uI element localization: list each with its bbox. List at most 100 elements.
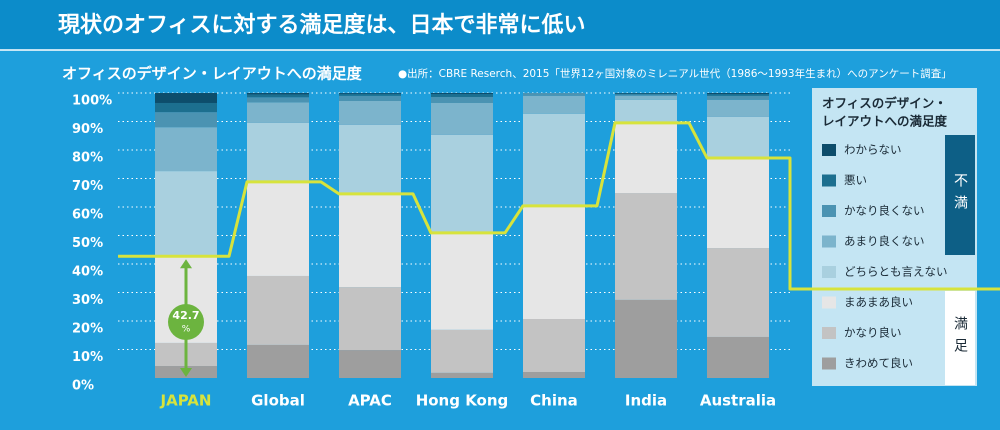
x-tick-label: China [530,392,578,410]
bar-segment [339,287,401,351]
legend-title: レイアウトへの満足度 [822,114,948,129]
legend-label: どちらとも言えない [844,265,948,279]
legend-label: かなり良い [844,326,902,340]
legend-swatch [822,296,836,309]
source: ●出所：CBRE Reserch、2015「世界12ヶ国対象のミレニアル世代（1… [398,67,952,80]
bar-segment [523,319,585,373]
bar-segment [431,96,493,103]
bar-segment [707,336,769,378]
legend-swatch [822,174,836,187]
bar-segment [155,127,217,172]
legend-label: まあまあ良い [844,295,913,309]
bar-segment [247,122,309,182]
bar-segment [523,205,585,320]
legend-swatch [822,357,836,370]
y-tick-label: 80% [72,151,103,166]
bar-segment [615,299,677,378]
bar-segment [523,113,585,206]
bar-segment [247,275,309,345]
header-band [0,0,1000,50]
bar-segment [339,95,401,101]
bar-segment [155,171,217,257]
y-tick-label: 0% [72,379,94,394]
bar-segment [615,122,677,194]
y-tick-label: 70% [72,179,103,194]
legend-swatch [822,235,836,248]
bar-segment [707,93,769,95]
bar-segment [615,93,677,94]
bar-segment [247,102,309,123]
annotation-unit: % [182,325,191,335]
bar-segment [247,181,309,276]
bar-segment [707,157,769,249]
bar-segment [431,232,493,330]
bar-segment [431,93,493,95]
legend-swatch [822,144,836,156]
bar-segment [339,193,401,288]
legend-label: かなり良くない [844,204,925,218]
y-tick-label: 60% [72,208,103,223]
bar-segment [431,372,493,378]
annotation-bubble [168,304,204,340]
x-tick-label: JAPAN [160,392,212,410]
x-tick-label: Hong Kong [416,392,509,410]
y-tick-label: 40% [72,265,103,280]
legend-group: 不満 [952,173,968,217]
bar-segment [431,329,493,373]
legend-group: 満足 [952,316,968,360]
bar-segment [523,372,585,378]
legend-swatch [822,327,836,339]
y-tick-label: 30% [72,293,103,308]
bar-segment [247,94,309,98]
bar-segment [247,344,309,378]
bar-segment [523,93,585,96]
bar-segment [707,94,769,96]
x-tick-label: India [625,392,667,410]
bar-segment [339,93,401,94]
bar-segment [707,99,769,117]
bar-segment [615,94,677,96]
group-box [945,135,975,255]
x-tick-label: APAC [348,392,392,410]
y-tick-label: 100% [72,94,112,109]
y-tick-label: 90% [72,122,103,137]
legend-swatch [822,205,836,217]
arrow-head [180,368,192,377]
chart-subtitle: オフィスのデザイン・レイアウトへの満足度 [62,65,363,83]
bar-segment [339,93,401,96]
bar-segment [615,93,677,95]
bar-segment [707,95,769,100]
bar-segment [615,99,677,123]
legend-label: きわめて良い [844,356,913,370]
bar-segment [247,97,309,103]
satisfaction-line [118,121,1000,291]
bar-segment [431,102,493,135]
legend-swatch [822,266,836,278]
bar-segment [707,248,769,337]
x-tick-label: Australia [700,392,776,410]
legend-label: あまり良くない [844,234,925,248]
bar-segment [155,112,217,128]
chart-title: 現状のオフィスに対する満足度は、日本で非常に低い [58,12,586,38]
legend-label: 悪い [844,173,867,187]
bar-segment [431,94,493,97]
legend-title: オフィスのデザイン・ [822,96,947,111]
arrow-head [180,259,192,269]
bar-segment [339,100,401,125]
bar-segment [339,350,401,378]
y-tick-label: 10% [72,350,103,365]
y-tick-label: 20% [72,322,103,337]
bar-segment [615,95,677,100]
x-tick-label: Global [251,392,305,410]
bar-segment [523,95,585,114]
bar-segment [431,134,493,233]
group-box [945,291,975,385]
bar-segment [247,93,309,95]
bar-segment [155,93,217,103]
bar-segment [155,102,217,113]
legend-label: わからない [844,143,902,157]
bar-segment [707,116,769,158]
bar-segment [615,193,677,300]
